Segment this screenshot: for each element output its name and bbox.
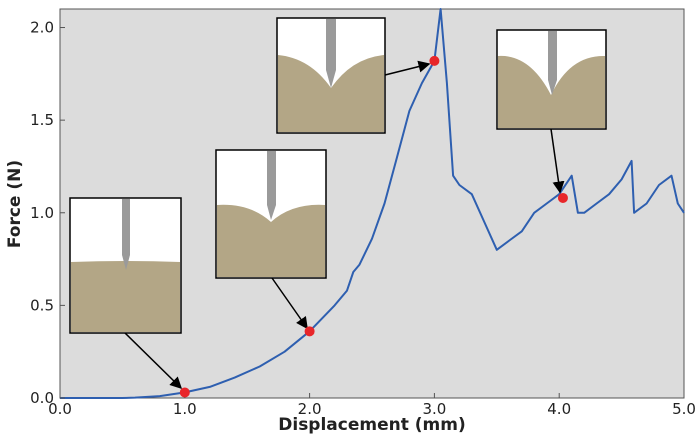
x-tick-label: 5.0 — [672, 400, 696, 418]
marker — [305, 326, 315, 336]
x-tick-label: 2.0 — [298, 400, 322, 418]
y-axis-title: Force (N) — [5, 160, 25, 248]
y-tick-label: 1.0 — [30, 204, 54, 222]
y-tick-label: 2.0 — [30, 19, 54, 37]
marker — [429, 56, 439, 66]
y-tick-label: 0.5 — [30, 296, 54, 314]
chart: Displacement (mm) Force (N) 0.0 0.5 1.0 1.5… — [0, 0, 699, 438]
x-tick-label: 0.0 — [48, 400, 72, 418]
x-tick-label: 1.0 — [173, 400, 197, 418]
inset — [216, 150, 326, 278]
x-tick-label: 4.0 — [547, 400, 571, 418]
inset — [70, 198, 181, 333]
marker — [558, 193, 568, 203]
x-axis-title: Displacement (mm) — [278, 415, 466, 435]
inset — [277, 18, 385, 133]
marker — [180, 387, 190, 397]
y-tick-label: 1.5 — [30, 111, 54, 129]
inset — [497, 30, 606, 129]
x-tick-label: 3.0 — [422, 400, 446, 418]
